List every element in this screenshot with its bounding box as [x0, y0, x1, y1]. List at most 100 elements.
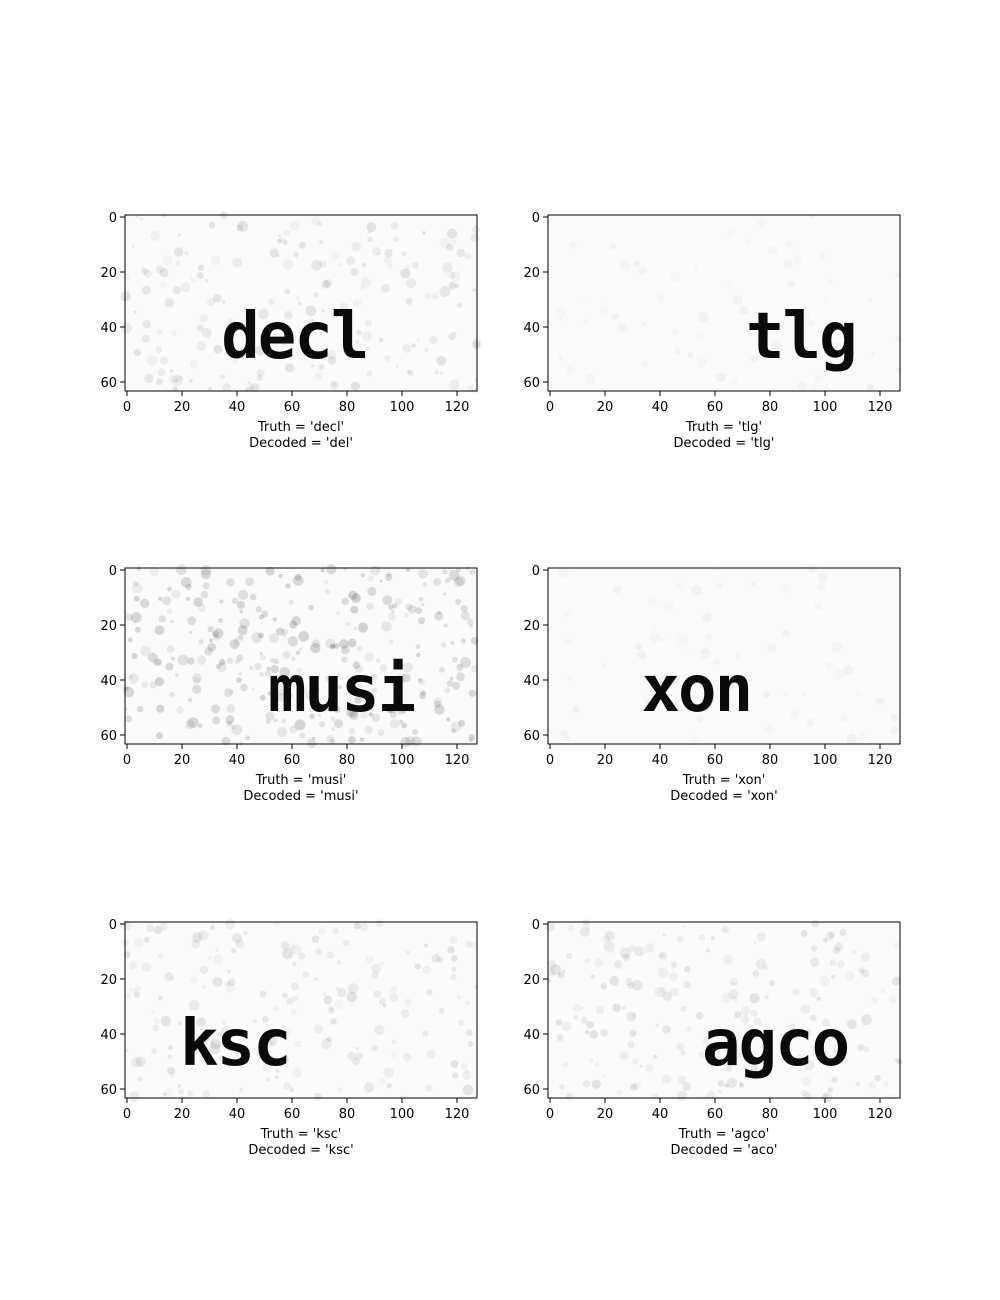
x-tick-label: 20 — [597, 1107, 614, 1122]
x-tick-label: 80 — [339, 753, 356, 768]
x-tick-label: 0 — [546, 753, 554, 768]
image-background — [548, 922, 900, 1098]
x-tick-label: 60 — [284, 753, 301, 768]
y-tick-label: 60 — [100, 1083, 117, 1098]
x-tick-label: 120 — [868, 400, 893, 415]
y-tick-label: 40 — [523, 321, 540, 336]
y-tick-label: 0 — [109, 564, 117, 579]
truth-label: Truth = 'xon' — [682, 773, 766, 788]
image-panel: ksc 0 20 40 60 80 100 120 0 20 40 60 Truth = 'ksc' De… — [41, 918, 479, 1181]
captcha-word: musi — [268, 653, 415, 727]
decoded-label: Decoded = 'musi' — [243, 789, 359, 804]
y-tick-label: 20 — [100, 973, 117, 988]
image-background — [548, 215, 900, 391]
x-tick-label: 0 — [123, 400, 131, 415]
y-tick-label: 40 — [100, 674, 117, 689]
panel-caption: Truth = 'decl' Decoded = 'del' — [125, 420, 477, 452]
truth-label: Truth = 'tlg' — [685, 420, 763, 435]
decoded-label: Decoded = 'xon' — [670, 789, 778, 804]
captcha-word: tlg — [746, 300, 856, 374]
x-tick-label: 20 — [597, 753, 614, 768]
panel-axes: tlg 0 20 40 60 80 100 120 0 20 40 60 — [523, 211, 903, 415]
x-tick-label: 40 — [652, 1107, 669, 1122]
axes-frame — [124, 567, 478, 745]
panel-caption: Truth = 'xon' Decoded = 'xon' — [548, 773, 900, 805]
captcha-word: agco — [702, 1007, 848, 1081]
x-tick-label: 20 — [174, 753, 191, 768]
x-tick-label: 40 — [229, 400, 246, 415]
image-background — [125, 922, 477, 1098]
y-tick-label: 40 — [523, 1028, 540, 1043]
x-tick-label: 0 — [123, 1107, 131, 1122]
panel-caption: Truth = 'agco' Decoded = 'aco' — [548, 1127, 900, 1159]
truth-label: Truth = 'ksc' — [260, 1127, 342, 1142]
truth-label: Truth = 'musi' — [255, 773, 347, 788]
decoded-label: Decoded = 'tlg' — [673, 436, 775, 451]
image-background — [548, 568, 900, 744]
image-panel: tlg 0 20 40 60 80 100 120 0 20 40 60 Truth = 'tlg' De… — [464, 211, 903, 474]
x-tick-label: 0 — [546, 1107, 554, 1122]
x-tick-label: 100 — [390, 1107, 415, 1122]
x-tick-label: 100 — [390, 753, 415, 768]
image-panel: musi 0 20 40 60 80 100 120 0 20 40 60 Truth = 'musi'… — [41, 563, 479, 827]
x-tick-label: 40 — [652, 400, 669, 415]
image-background — [125, 215, 477, 391]
axes-frame — [124, 214, 478, 392]
y-tick-label: 20 — [523, 619, 540, 634]
x-tick-label: 120 — [445, 1107, 470, 1122]
x-tick-label: 100 — [813, 400, 838, 415]
image-panel: agco 0 20 40 60 80 100 120 0 20 40 60 Truth = 'agco'… — [464, 918, 903, 1181]
x-tick-label: 120 — [445, 753, 470, 768]
x-tick-label: 80 — [339, 1107, 356, 1122]
x-tick-label: 80 — [762, 400, 779, 415]
x-tick-label: 40 — [652, 753, 669, 768]
x-tick-label: 0 — [546, 400, 554, 415]
panel-axes: decl 0 20 40 60 80 100 120 0 20 40 60 — [100, 211, 482, 415]
panel-caption: Truth = 'musi' Decoded = 'musi' — [125, 773, 477, 805]
y-tick-label: 20 — [100, 619, 117, 634]
x-tick-label: 100 — [813, 753, 838, 768]
y-tick-label: 0 — [532, 564, 540, 579]
y-tick-label: 0 — [109, 211, 117, 226]
y-tick-label: 0 — [109, 918, 117, 933]
x-tick-label: 100 — [390, 400, 415, 415]
x-tick-label: 120 — [445, 400, 470, 415]
x-tick-label: 120 — [868, 1107, 893, 1122]
y-tick-label: 20 — [523, 266, 540, 281]
panel-axes: ksc 0 20 40 60 80 100 120 0 20 40 60 — [100, 918, 479, 1122]
y-tick-label: 60 — [100, 376, 117, 391]
y-tick-label: 60 — [523, 729, 540, 744]
x-tick-label: 40 — [229, 1107, 246, 1122]
x-tick-label: 60 — [284, 400, 301, 415]
x-tick-label: 20 — [174, 400, 191, 415]
y-tick-label: 40 — [100, 321, 117, 336]
y-tick-label: 0 — [532, 918, 540, 933]
truth-label: Truth = 'decl' — [257, 420, 345, 435]
noise-texture — [120, 211, 482, 394]
y-tick-label: 60 — [100, 729, 117, 744]
y-tick-label: 0 — [532, 211, 540, 226]
x-tick-label: 100 — [813, 1107, 838, 1122]
x-tick-label: 80 — [762, 753, 779, 768]
x-tick-label: 20 — [597, 400, 614, 415]
decoded-label: Decoded = 'ksc' — [248, 1143, 354, 1158]
x-tick-label: 40 — [229, 753, 246, 768]
image-panel: decl 0 20 40 60 80 100 120 0 20 40 60 Truth = 'decl'… — [41, 211, 482, 474]
captcha-word: ksc — [180, 1007, 290, 1081]
panel-caption: Truth = 'tlg' Decoded = 'tlg' — [548, 420, 900, 452]
axes-frame — [124, 921, 478, 1099]
x-tick-label: 60 — [707, 1107, 724, 1122]
y-tick-label: 40 — [523, 674, 540, 689]
x-tick-label: 60 — [707, 753, 724, 768]
y-tick-label: 20 — [100, 266, 117, 281]
axes-frame — [547, 567, 901, 745]
noise-texture — [123, 563, 479, 749]
truth-label: Truth = 'agco' — [678, 1127, 770, 1142]
x-tick-label: 0 — [123, 753, 131, 768]
x-tick-label: 60 — [707, 400, 724, 415]
x-tick-label: 80 — [762, 1107, 779, 1122]
decoded-label: Decoded = 'aco' — [670, 1143, 778, 1158]
x-tick-label: 80 — [339, 400, 356, 415]
x-tick-label: 60 — [284, 1107, 301, 1122]
axes-frame — [547, 921, 901, 1099]
